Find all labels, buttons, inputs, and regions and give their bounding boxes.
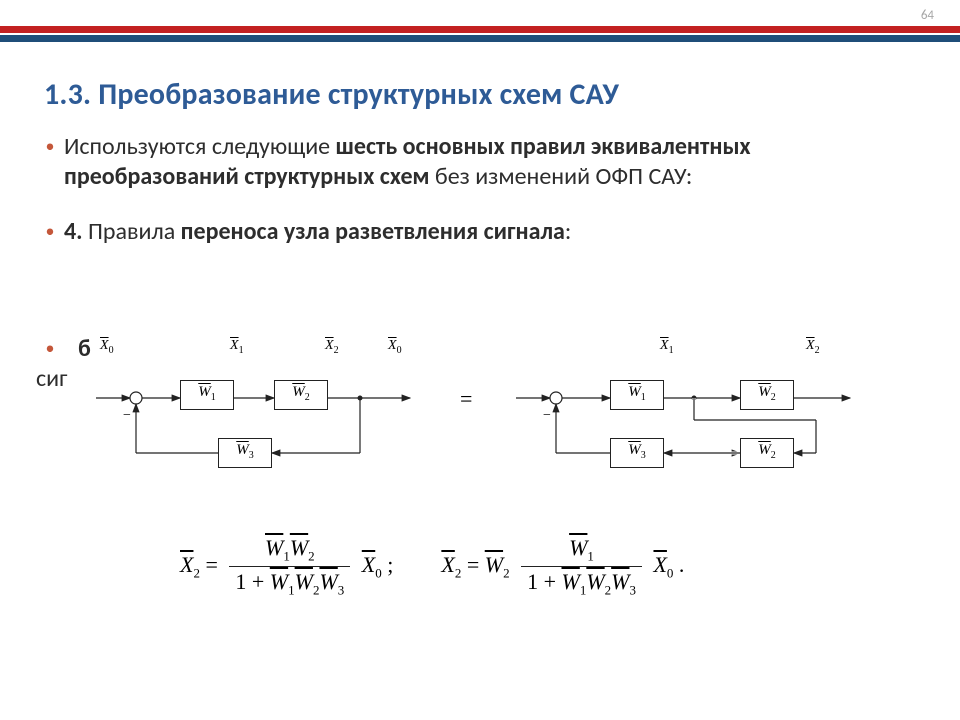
block-W2-r: W2 [740,380,794,410]
block-W1: W1 [180,380,234,410]
bullet-2: • 4. Правила переноса узла разветвления … [36,217,924,247]
equals-sign: = [460,386,472,412]
sig-X2-r: X2 [806,338,820,356]
block-W2b-r: W2 [740,438,794,468]
formula: X2 = W1W2 1 + W1W2W3 X0 ; X2 = W2 W1 1 +… [180,535,920,599]
block-W3: W3 [218,438,272,468]
bullet-3-fragment: • б [36,334,91,363]
bullet-text: Используются следующие шесть основных пр… [64,132,924,191]
diagram-svg [90,330,880,500]
sig-X1: X1 [230,338,244,356]
bullet-text: 4. Правила переноса узла разветвления си… [64,217,924,247]
text-run: : [565,217,571,246]
content-area: • Используются следующие шесть основных … [36,132,924,265]
sig-X0-out: X0 [388,338,402,356]
bullet-dot: • [36,132,64,191]
accent-stripe-red [0,26,960,33]
bullet-1: • Используются следующие шесть основных … [36,132,924,191]
page-title: 1.3. Преобразование структурных схем САУ [44,76,916,113]
block-W1-r: W1 [610,380,664,410]
formula-right: X2 = W2 W1 1 + W1W2W3 X0 . [441,535,684,599]
block-W2: W2 [274,380,328,410]
text-fragment: б [64,334,91,363]
page-number: 64 [921,8,934,23]
text-run: Правила [83,217,181,246]
block-diagram: X0 X1 X2 X0 − W1 W2 W3 = X1 X2 − W1 W2 W… [90,330,880,500]
sig-X1-r: X1 [660,338,674,356]
minus-sign-r: − [543,408,551,424]
sig-X2: X2 [325,338,339,356]
text-run: без изменений ОФП САУ: [429,162,692,191]
text-bold: 4. [64,217,83,246]
bullet-dot: • [36,334,64,363]
slide: 64 1.3. Преобразование структурных схем … [0,0,960,720]
text-fragment-2: сиг [36,364,67,393]
block-W3-r: W3 [610,438,664,468]
accent-stripe-blue [0,35,960,42]
text-bold: переноса узла разветвления сигнала [181,217,565,246]
sig-X0: X0 [100,338,114,356]
minus-sign: − [123,408,131,424]
bullet-dot: • [36,217,64,247]
text-run: Используются следующие [64,132,336,161]
formula-left: X2 = W1W2 1 + W1W2W3 X0 ; [180,535,393,599]
